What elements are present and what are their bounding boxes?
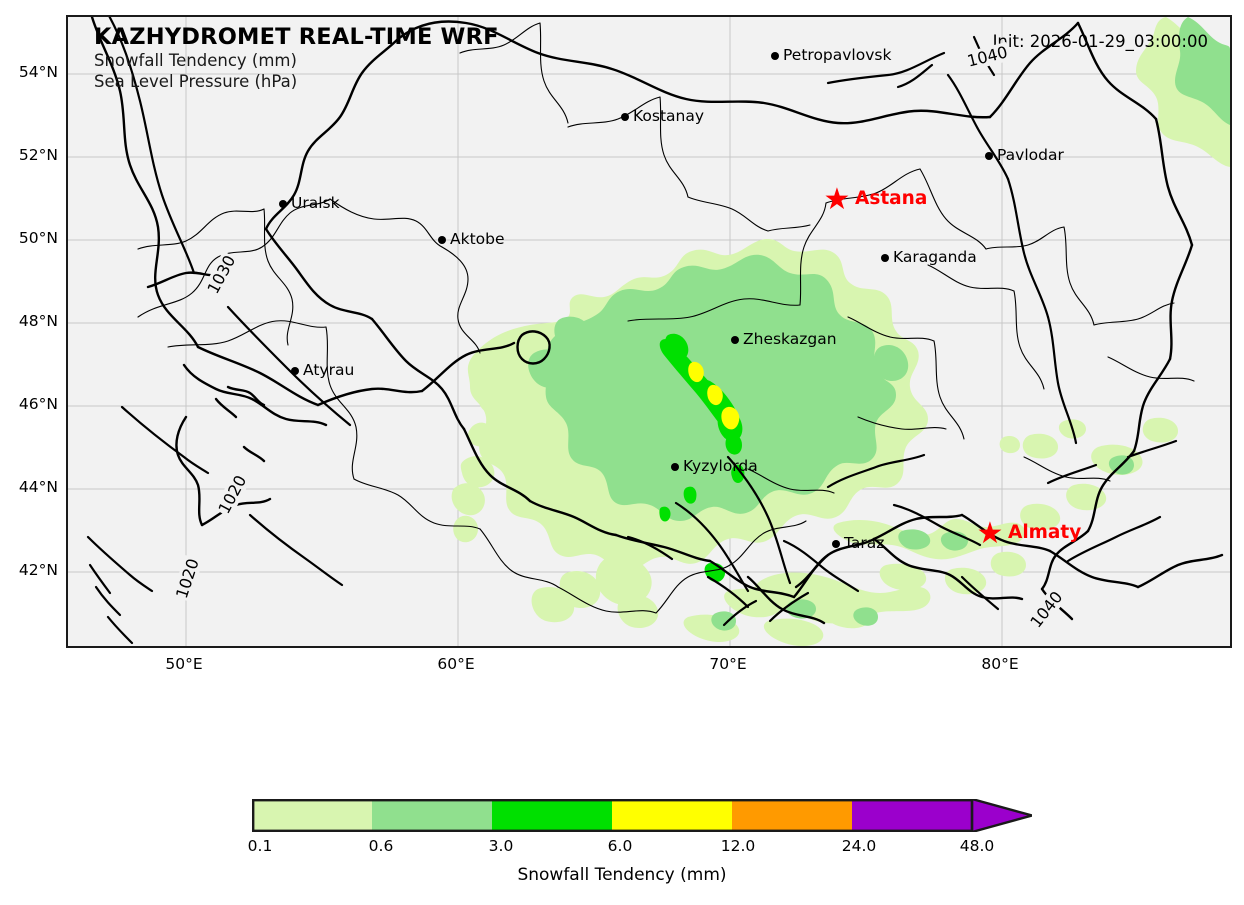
latitude-tick-label: 50°N [18,229,58,247]
colorbar-band [372,799,493,832]
colorbar-band [612,799,733,832]
latitude-tick-label: 54°N [18,63,58,81]
colorbar-tick-label: 48.0 [959,837,995,855]
colorbar-swatches [252,799,1032,832]
administrative-boundaries [137,22,1195,614]
colorbar-band [852,799,973,832]
map-canvas [68,17,1230,646]
longitude-tick-label: 50°E [165,655,203,673]
longitude-tick-label: 60°E [437,655,475,673]
latitude-tick-label: 42°N [18,561,58,579]
colorbar-tick-label: 12.0 [720,837,756,855]
colorbar-tick-label: 24.0 [841,837,877,855]
national-border [90,17,1224,625]
colorbar-area: 0.1 0.6 3.0 6.0 12.0 24.0 48.0 Snowfall Tenden… [0,790,1244,905]
latitude-tick-label: 46°N [18,395,58,413]
colorbar [252,799,1032,832]
longitude-tick-label: 80°E [981,655,1019,673]
colorbar-tick-label: 6.0 [607,837,633,855]
longitude-tick-label: 70°E [709,655,747,673]
map-plot-area: KAZHYDROMET REAL-TIME WRF Snowfall Tende… [66,15,1232,648]
colorbar-band [492,799,613,832]
colorbar-tick-label: 3.0 [488,837,514,855]
snowfall-shading [451,17,1230,646]
colorbar-band [252,799,373,832]
latitude-tick-label: 44°N [18,478,58,496]
colorbar-band [732,799,853,832]
colorbar-title: Snowfall Tendency (mm) [517,865,727,885]
colorbar-tick-label: 0.6 [368,837,394,855]
pressure-contours [86,17,1178,645]
colorbar-tick-label: 0.1 [247,837,273,855]
latitude-tick-label: 48°N [18,312,58,330]
latitude-tick-label: 52°N [18,146,58,164]
